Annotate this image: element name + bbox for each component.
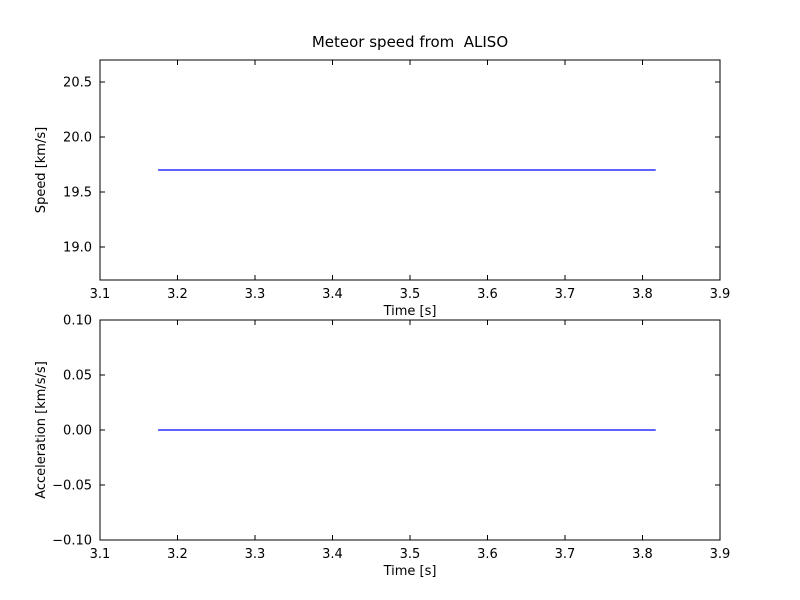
speed-x-tick-label: 3.3 bbox=[245, 287, 266, 302]
speed-y-tick-label: 19.5 bbox=[63, 186, 92, 201]
speed-x-tick-label: 3.6 bbox=[477, 287, 498, 302]
acceleration-y-tick-label: 0.05 bbox=[63, 369, 92, 384]
acceleration-x-tick-label: 3.8 bbox=[632, 547, 653, 562]
acceleration-xlabel: Time [s] bbox=[383, 564, 437, 579]
acceleration-x-tick-label: 3.9 bbox=[710, 547, 731, 562]
speed-x-tick-label: 3.7 bbox=[555, 287, 576, 302]
acceleration-x-tick-label: 3.6 bbox=[477, 547, 498, 562]
speed-x-tick-label: 3.9 bbox=[710, 287, 731, 302]
speed-subplot: 3.1 3.2 3.3 3.4 3.5 3.6 3.7 3.8 3.9 19.0 19.5 20.0 2… bbox=[34, 33, 730, 319]
acceleration-y-tick-label: −0.10 bbox=[52, 534, 92, 549]
acceleration-x-tick-label: 3.2 bbox=[167, 547, 188, 562]
speed-x-tick-label: 3.4 bbox=[322, 287, 343, 302]
speed-chart-title: Meteor speed from ALISO bbox=[312, 33, 508, 51]
speed-y-tick-label: 20.5 bbox=[63, 76, 92, 91]
speed-x-tick-label: 3.8 bbox=[632, 287, 653, 302]
speed-ylabel: Speed [km/s] bbox=[34, 127, 49, 213]
acceleration-x-tick-label: 3.4 bbox=[322, 547, 343, 562]
speed-y-tick-label: 20.0 bbox=[63, 131, 92, 146]
speed-y-tick-label: 19.0 bbox=[63, 241, 92, 256]
acceleration-y-tick-label: 0.00 bbox=[63, 424, 92, 439]
acceleration-y-tick-label: −0.05 bbox=[52, 479, 92, 494]
acceleration-x-tick-label: 3.5 bbox=[400, 547, 421, 562]
acceleration-ylabel: Acceleration [km/s/s] bbox=[34, 361, 49, 499]
acceleration-x-tick-label: 3.3 bbox=[245, 547, 266, 562]
speed-x-tick-label: 3.1 bbox=[90, 287, 111, 302]
acceleration-y-tick-label: 0.10 bbox=[63, 314, 92, 329]
acceleration-x-tick-label: 3.7 bbox=[555, 547, 576, 562]
speed-x-tick-label: 3.2 bbox=[167, 287, 188, 302]
acceleration-subplot: 3.1 3.2 3.3 3.4 3.5 3.6 3.7 3.8 3.9 −0.10 −0.05 0.0… bbox=[34, 314, 730, 580]
speed-xlabel: Time [s] bbox=[383, 304, 437, 319]
speed-x-tick-label: 3.5 bbox=[400, 287, 421, 302]
acceleration-x-tick-label: 3.1 bbox=[90, 547, 111, 562]
